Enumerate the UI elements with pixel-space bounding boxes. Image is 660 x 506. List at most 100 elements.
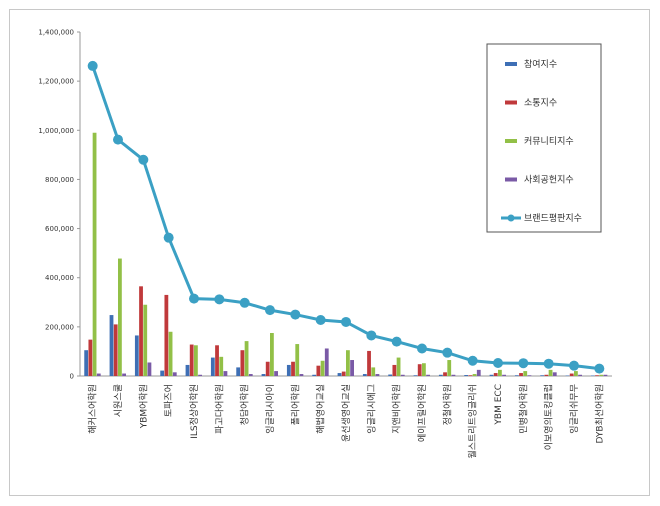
bar-0-9 bbox=[312, 374, 317, 376]
bar-1-11 bbox=[367, 350, 371, 376]
legend-swatch-2 bbox=[505, 139, 517, 143]
bar-3-11 bbox=[375, 374, 380, 376]
line-point-15 bbox=[467, 355, 478, 366]
y-tick-label: 400,000 bbox=[45, 274, 74, 282]
bar-0-12 bbox=[388, 374, 393, 376]
bar-2-13 bbox=[422, 363, 426, 376]
bar-0-2 bbox=[134, 335, 139, 376]
bar-1-12 bbox=[392, 364, 397, 376]
x-tick-label: 월스트리트잉글리쉬 bbox=[467, 384, 479, 459]
bar-0-13 bbox=[413, 375, 418, 376]
bar-2-5 bbox=[219, 356, 224, 376]
bar-3-13 bbox=[426, 374, 430, 376]
bar-0-18 bbox=[540, 375, 545, 376]
bar-3-17 bbox=[527, 375, 532, 376]
bar-3-4 bbox=[198, 374, 202, 376]
bar-0-16 bbox=[489, 374, 494, 376]
x-tick-label: 이보영의토킹클럽 bbox=[543, 384, 555, 450]
bar-3-0 bbox=[96, 373, 101, 376]
y-tick-label: 600,000 bbox=[45, 225, 74, 233]
bar-2-7 bbox=[270, 333, 274, 376]
bar-3-16 bbox=[502, 374, 506, 376]
bar-0-11 bbox=[362, 374, 367, 376]
x-tick-label: 지앤비어학원 bbox=[392, 384, 403, 434]
line-point-2 bbox=[138, 154, 149, 165]
bar-0-8 bbox=[286, 364, 291, 376]
line-point-0 bbox=[87, 60, 98, 71]
bar-1-2 bbox=[139, 286, 143, 376]
x-tick-label: 청담어학원 bbox=[239, 384, 251, 425]
bar-2-2 bbox=[143, 304, 148, 376]
x-tick-labels: 해커스어학원 시원스쿨 YBM어학원 토파즈어 ILS정상어학원 파고다어학원 청담어학원 잉… bbox=[88, 384, 606, 459]
bar-1-6 bbox=[240, 350, 245, 376]
bar-2-20 bbox=[599, 374, 604, 376]
bar-3-19 bbox=[578, 374, 582, 376]
bar-3-1 bbox=[122, 373, 126, 376]
bar-0-3 bbox=[160, 370, 165, 376]
x-tick-label: YBM어학원 bbox=[138, 384, 149, 429]
line-point-20 bbox=[594, 363, 605, 374]
line-point-19 bbox=[569, 360, 579, 371]
bar-2-18 bbox=[548, 369, 553, 376]
bar-1-20 bbox=[595, 375, 599, 376]
line-point-8 bbox=[290, 309, 301, 320]
y-tick-label: 800,000 bbox=[45, 176, 74, 184]
x-tick-label: 시원스쿨 bbox=[113, 384, 124, 417]
y-tick-label: 1,000,000 bbox=[38, 127, 74, 135]
line-point-1 bbox=[113, 134, 123, 145]
bar-1-8 bbox=[291, 361, 295, 376]
bar-1-3 bbox=[164, 294, 169, 376]
bar-0-7 bbox=[261, 374, 266, 376]
legend-box bbox=[486, 43, 602, 233]
legend-label-4: 브랜드평판지수 bbox=[524, 213, 582, 224]
bar-0-15 bbox=[464, 375, 469, 376]
bar-3-7 bbox=[274, 371, 278, 376]
x-tick-label: 민병철어학원 bbox=[518, 384, 529, 434]
line-point-4 bbox=[189, 293, 199, 304]
bar-2-12 bbox=[396, 357, 401, 376]
line-point-9 bbox=[315, 314, 326, 325]
x-tick-label: DYB최선어학원 bbox=[594, 384, 605, 444]
bar-3-10 bbox=[350, 360, 354, 376]
bar-3-2 bbox=[147, 362, 152, 376]
line-point-18 bbox=[543, 358, 554, 369]
bar-1-1 bbox=[113, 324, 118, 376]
bar-3-14 bbox=[451, 374, 456, 376]
bar-1-17 bbox=[519, 373, 523, 376]
bar-3-6 bbox=[248, 374, 253, 376]
legend-swatch-0 bbox=[505, 62, 517, 66]
x-tick-label: 파고다어학원 bbox=[214, 384, 225, 434]
line-point-10 bbox=[341, 316, 351, 327]
bar-3-3 bbox=[172, 372, 177, 376]
y-tick-label: 1,400,000 bbox=[38, 29, 74, 37]
bar-1-5 bbox=[215, 345, 219, 376]
chart-line bbox=[87, 60, 605, 374]
bar-2-16 bbox=[498, 369, 502, 376]
bar-0-14 bbox=[438, 374, 443, 376]
x-tick-label: 잉글리시아이 bbox=[264, 384, 276, 434]
x-tick-label: 토파즈어 bbox=[164, 384, 175, 417]
legend-swatch-marker bbox=[507, 214, 515, 222]
legend-swatch-1 bbox=[505, 100, 517, 105]
bar-2-11 bbox=[371, 367, 376, 376]
bar-2-9 bbox=[320, 360, 325, 376]
bar-2-3 bbox=[168, 331, 173, 376]
bar-0-1 bbox=[109, 315, 114, 376]
bar-2-8 bbox=[295, 344, 300, 376]
line-point-12 bbox=[391, 336, 402, 347]
bar-2-4 bbox=[194, 345, 198, 376]
bar-1-4 bbox=[189, 344, 194, 376]
legend-label-3: 사회공헌지수 bbox=[524, 175, 574, 186]
legend-label-1: 소통지수 bbox=[524, 98, 557, 109]
line-point-14 bbox=[442, 347, 453, 358]
bar-0-0 bbox=[84, 350, 89, 376]
bar-2-0 bbox=[92, 132, 97, 376]
bar-1-13 bbox=[417, 364, 422, 376]
x-tick-label: 윤선생영어교실 bbox=[341, 384, 352, 442]
bar-2-1 bbox=[118, 258, 122, 376]
x-tick-label: 폴리어학원 bbox=[290, 384, 301, 425]
line-point-5 bbox=[214, 294, 225, 305]
bar-1-18 bbox=[544, 374, 549, 376]
